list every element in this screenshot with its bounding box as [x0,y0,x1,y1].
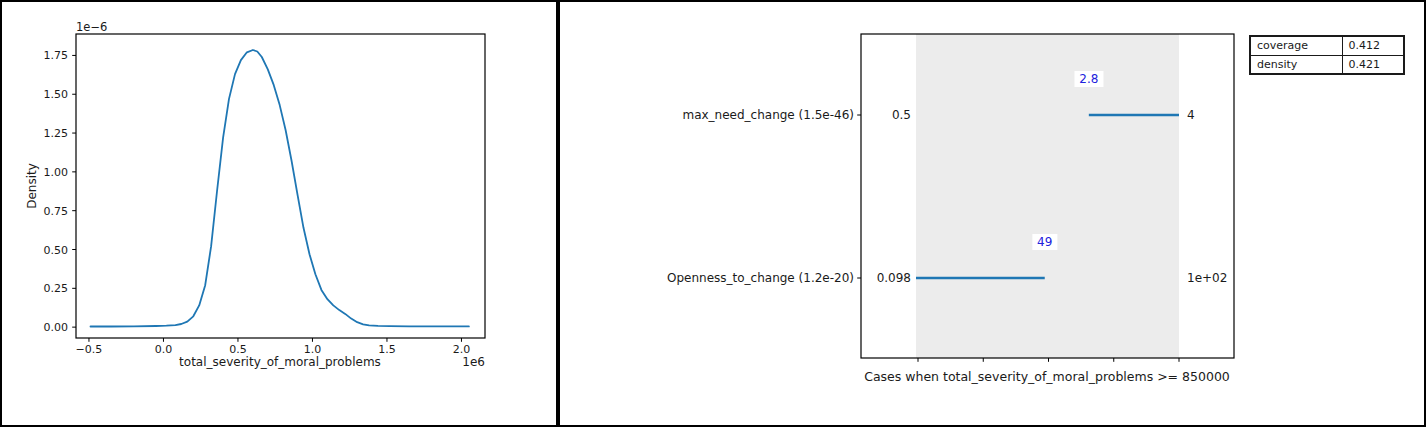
interval-annotation: 49 [1032,234,1057,250]
density-curve [91,50,469,327]
x-tick-label: 1.5 [378,343,396,356]
y-tick-label: 0.00 [44,321,69,334]
y-tick-label: 1.00 [44,165,69,178]
y-tick-label: 0.75 [44,204,69,217]
interval-annotation: 2.8 [1074,71,1103,87]
feature-range-band [916,34,1179,358]
x-tick-label: −0.5 [76,343,103,356]
stats-cell-name: coverage [1250,36,1342,55]
x-axis-label: total_severity_of_moral_problems [179,355,381,369]
stats-cell-value: 0.412 [1342,36,1404,55]
range-min-label: 0.098 [877,271,911,285]
stats-cell-value: 0.421 [1342,55,1404,74]
feature-row-label: Openness_to_change (1.2e-20) [667,271,854,285]
y-tick-label: 1.50 [44,88,69,101]
density-plot-panel: 1e−6 Density total_severity_of_moral_pro… [0,0,558,427]
cases-axis-label: Cases when total_severity_of_moral_probl… [864,369,1230,384]
y-axis-label: Density [25,163,39,209]
y-axis-scale-offset-label: 1e−6 [76,20,107,34]
x-tick-label: 0.5 [229,343,247,356]
stats-table: coverage0.412density0.421 [1249,35,1405,75]
x-tick-label: 2.0 [453,343,471,356]
feature-row-label: max_need_change (1.5e-46) [682,108,854,122]
stats-table-row: coverage0.412 [1250,36,1404,55]
screenshot-root: 1e−6 Density total_severity_of_moral_pro… [0,0,1426,427]
y-tick-label: 1.75 [44,49,69,62]
stats-table-row: density0.421 [1250,55,1404,74]
stats-cell-name: density [1250,55,1342,74]
stats-table-grid: coverage0.412density0.421 [1249,35,1405,75]
x-tick-label: 1.0 [304,343,322,356]
x-tick-label: 0.0 [155,343,173,356]
range-max-label: 1e+02 [1187,271,1227,285]
x-axis-scale-offset-label: 1e6 [462,355,485,369]
y-tick-label: 0.25 [44,282,69,295]
axes-box [76,34,485,338]
y-tick-label: 0.50 [44,243,69,256]
range-max-label: 4 [1187,108,1195,122]
range-min-label: 0.5 [892,108,911,122]
intervals-plot-panel: Cases when total_severity_of_moral_probl… [558,0,1426,427]
y-tick-label: 1.25 [44,127,69,140]
